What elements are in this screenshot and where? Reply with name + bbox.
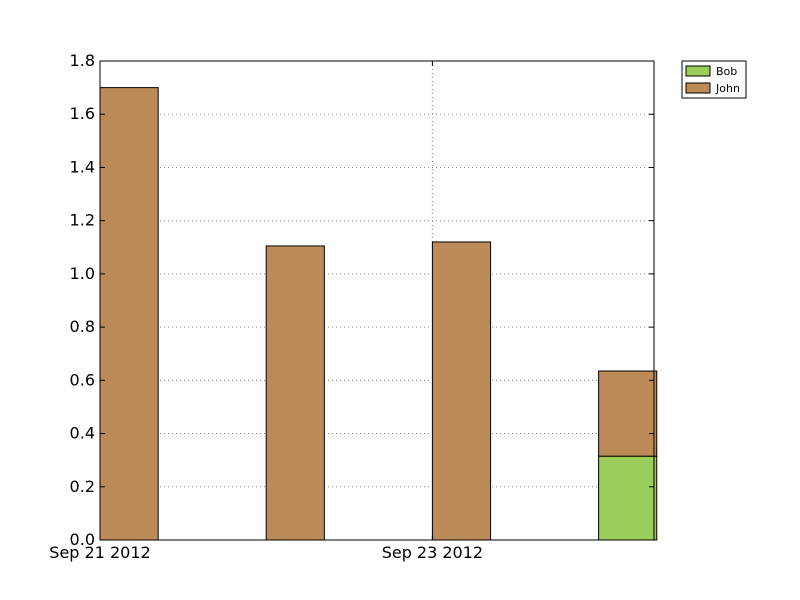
bar-john-2012-09-22 — [265, 245, 325, 541]
y-tick-label: 1.2 — [70, 211, 95, 230]
y-tick-label: 1.4 — [70, 157, 95, 176]
bar-john-2012-09-23 — [431, 241, 492, 541]
grid-lines — [100, 61, 654, 540]
y-tick-label: 1.6 — [70, 104, 95, 123]
y-tick-label: 1.0 — [70, 264, 95, 283]
y-tick-label: 0.2 — [70, 477, 95, 496]
bar-bob-2012-09-24 — [598, 455, 658, 541]
x-tick-label: Sep 21 2012 — [49, 543, 150, 562]
bar-john-2012-09-21 — [99, 87, 159, 541]
legend-swatch-bob — [685, 65, 711, 77]
bars — [99, 87, 658, 541]
plot-frame — [99, 60, 655, 541]
x-tick-label: Sep 23 2012 — [382, 543, 483, 562]
y-tick-label: 0.6 — [70, 370, 95, 389]
y-tick-label: 0.4 — [70, 424, 95, 443]
y-tick-label: 1.8 — [70, 51, 95, 70]
legend-swatch-john — [685, 82, 711, 94]
legend-label-bob: Bob — [716, 65, 737, 78]
legend: Bob John — [681, 60, 747, 99]
axis-ticks: 0.0 0.2 0.4 0.6 0.8 1.0 1.2 1.4 1.6 1.8 Sep 21 201… — [49, 51, 654, 562]
legend-label-john: John — [715, 82, 740, 95]
bar-john-2012-09-24 — [598, 370, 658, 457]
y-tick-label: 0.0 — [70, 530, 95, 549]
y-tick-label: 0.8 — [70, 317, 95, 336]
